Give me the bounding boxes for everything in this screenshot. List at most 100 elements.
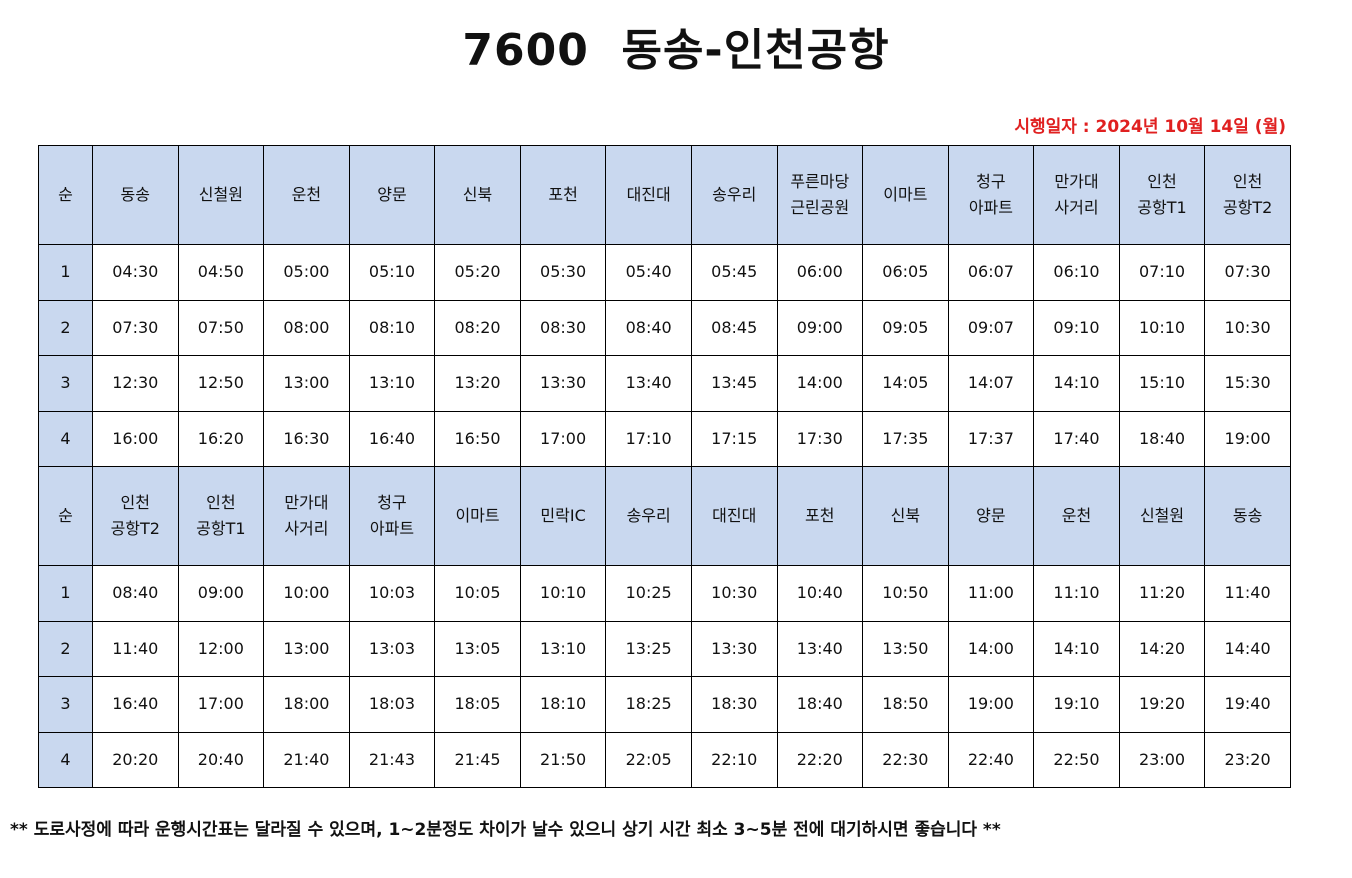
time-cell: 17:10 [605,410,692,467]
time-cell: 10:25 [605,565,692,622]
time-cell: 18:03 [348,676,436,733]
time-cell: 22:05 [605,731,692,788]
time-cell: 11:40 [92,620,179,677]
header-cell: 신북 [434,145,521,245]
time-cell: 09:00 [177,565,265,622]
header-cell: 동송 [92,145,179,245]
time-cell: 05:20 [434,244,521,301]
time-cell: 21:50 [519,731,607,788]
time-cell: 18:40 [776,676,864,733]
time-cell: 15:30 [1204,355,1291,412]
time-cell: 04:30 [92,244,179,301]
time-cell: 17:37 [947,410,1035,467]
header-cell: 신북 [862,466,949,566]
header-row: 순 인천 공항T2 인천 공항T1 만가대 사거리 청구 아파트 이마트 민락IC 송우리 대진… [38,466,1291,566]
time-cell: 13:00 [263,355,350,412]
time-cell: 14:00 [776,355,864,412]
time-cell: 17:40 [1033,410,1120,467]
time-cell: 13:10 [519,620,607,677]
header-cell: 인천 공항T2 [92,466,179,566]
time-cell: 10:30 [690,565,778,622]
time-cell: 16:20 [177,410,265,467]
time-cell: 06:05 [862,244,949,301]
data-row: 3 12:30 12:50 13:00 13:10 13:20 13:30 13:40 13:4… [38,355,1291,412]
time-cell: 14:10 [1033,355,1120,412]
row-index: 2 [38,299,93,356]
time-cell: 23:20 [1204,731,1291,788]
time-cell: 15:10 [1118,355,1206,412]
header-cell: 인천 공항T1 [177,466,265,566]
time-cell: 11:20 [1118,565,1206,622]
time-cell: 07:10 [1118,244,1206,301]
time-cell: 07:50 [177,299,265,356]
time-cell: 10:50 [862,565,949,622]
header-cell: 이마트 [434,466,521,566]
header-cell: 운천 [263,145,350,245]
time-cell: 18:30 [690,676,778,733]
time-cell: 22:20 [776,731,864,788]
time-cell: 22:10 [690,731,778,788]
time-cell: 05:30 [519,244,607,301]
title: 7600 동송-인천공항 [462,25,890,76]
time-cell: 13:50 [862,620,949,677]
time-cell: 13:30 [519,355,607,412]
header-cell: 대진대 [605,145,692,245]
time-cell: 20:40 [177,731,265,788]
time-cell: 05:45 [690,244,778,301]
time-cell: 22:40 [947,731,1035,788]
time-cell: 22:50 [1033,731,1120,788]
time-cell: 19:10 [1033,676,1120,733]
header-cell: 인천 공항T2 [1204,145,1291,245]
time-cell: 12:30 [92,355,179,412]
time-cell: 08:40 [92,565,179,622]
time-cell: 07:30 [92,299,179,356]
data-row: 2 07:30 07:50 08:00 08:10 08:20 08:30 08:40 08:4… [38,299,1291,356]
time-cell: 13:30 [690,620,778,677]
time-cell: 08:45 [690,299,778,356]
header-cell: 만가대 사거리 [263,466,350,566]
time-cell: 09:10 [1033,299,1120,356]
time-cell: 14:40 [1204,620,1291,677]
time-cell: 19:00 [1204,410,1291,467]
time-cell: 18:05 [434,676,521,733]
row-index: 2 [38,620,93,677]
time-cell: 21:45 [434,731,521,788]
header-cell: 청구 아파트 [947,145,1035,245]
time-cell: 05:00 [263,244,350,301]
time-cell: 10:05 [434,565,521,622]
data-row: 4 16:00 16:20 16:30 16:40 16:50 17:00 17:10 17:1… [38,410,1291,467]
time-cell: 08:00 [263,299,350,356]
time-cell: 18:25 [605,676,692,733]
time-cell: 17:00 [519,410,607,467]
row-index: 4 [38,410,93,467]
time-cell: 10:00 [263,565,350,622]
header-cell: 이마트 [862,145,949,245]
time-cell: 12:50 [177,355,265,412]
time-cell: 08:40 [605,299,692,356]
time-cell: 19:40 [1204,676,1291,733]
header-cell: 순 [38,145,93,245]
time-cell: 18:40 [1118,410,1206,467]
time-cell: 13:05 [434,620,521,677]
time-cell: 04:50 [177,244,265,301]
time-cell: 10:40 [776,565,864,622]
header-cell: 양문 [348,145,436,245]
time-cell: 16:30 [263,410,350,467]
time-cell: 14:05 [862,355,949,412]
header-row: 순 동송 신철원 운천 양문 신북 포천 대진대 송우리 푸른마당 근린공원 이마트 청구 아파트 만가… [38,145,1291,245]
time-cell: 16:40 [92,676,179,733]
time-cell: 13:03 [348,620,436,677]
time-cell: 13:40 [605,355,692,412]
row-index: 3 [38,676,93,733]
time-cell: 14:10 [1033,620,1120,677]
time-cell: 13:20 [434,355,521,412]
header-cell: 포천 [519,145,607,245]
time-cell: 12:00 [177,620,265,677]
time-cell: 06:10 [1033,244,1120,301]
time-cell: 19:20 [1118,676,1206,733]
time-cell: 08:20 [434,299,521,356]
time-cell: 10:30 [1204,299,1291,356]
time-cell: 13:45 [690,355,778,412]
time-cell: 07:30 [1204,244,1291,301]
